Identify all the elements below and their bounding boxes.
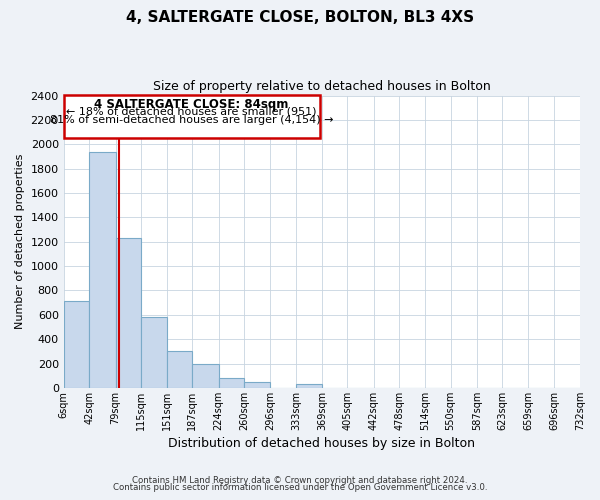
Bar [193, 364, 219, 388]
Bar [219, 378, 244, 388]
Y-axis label: Number of detached properties: Number of detached properties [15, 154, 25, 330]
Bar [116, 238, 141, 388]
Title: Size of property relative to detached houses in Bolton: Size of property relative to detached ho… [153, 80, 491, 93]
Bar [244, 382, 270, 388]
Text: 4 SALTERGATE CLOSE: 84sqm: 4 SALTERGATE CLOSE: 84sqm [94, 98, 289, 111]
FancyBboxPatch shape [64, 95, 320, 138]
Text: ← 18% of detached houses are smaller (951): ← 18% of detached houses are smaller (95… [67, 106, 317, 117]
Text: Contains HM Land Registry data © Crown copyright and database right 2024.: Contains HM Land Registry data © Crown c… [132, 476, 468, 485]
Text: Contains public sector information licensed under the Open Government Licence v3: Contains public sector information licen… [113, 484, 487, 492]
X-axis label: Distribution of detached houses by size in Bolton: Distribution of detached houses by size … [169, 437, 475, 450]
Bar [141, 318, 167, 388]
Bar [64, 302, 89, 388]
Bar [89, 152, 116, 388]
Text: 81% of semi-detached houses are larger (4,154) →: 81% of semi-detached houses are larger (… [50, 115, 334, 125]
Text: 4, SALTERGATE CLOSE, BOLTON, BL3 4XS: 4, SALTERGATE CLOSE, BOLTON, BL3 4XS [126, 10, 474, 25]
Bar [296, 384, 322, 388]
Bar [167, 351, 193, 388]
